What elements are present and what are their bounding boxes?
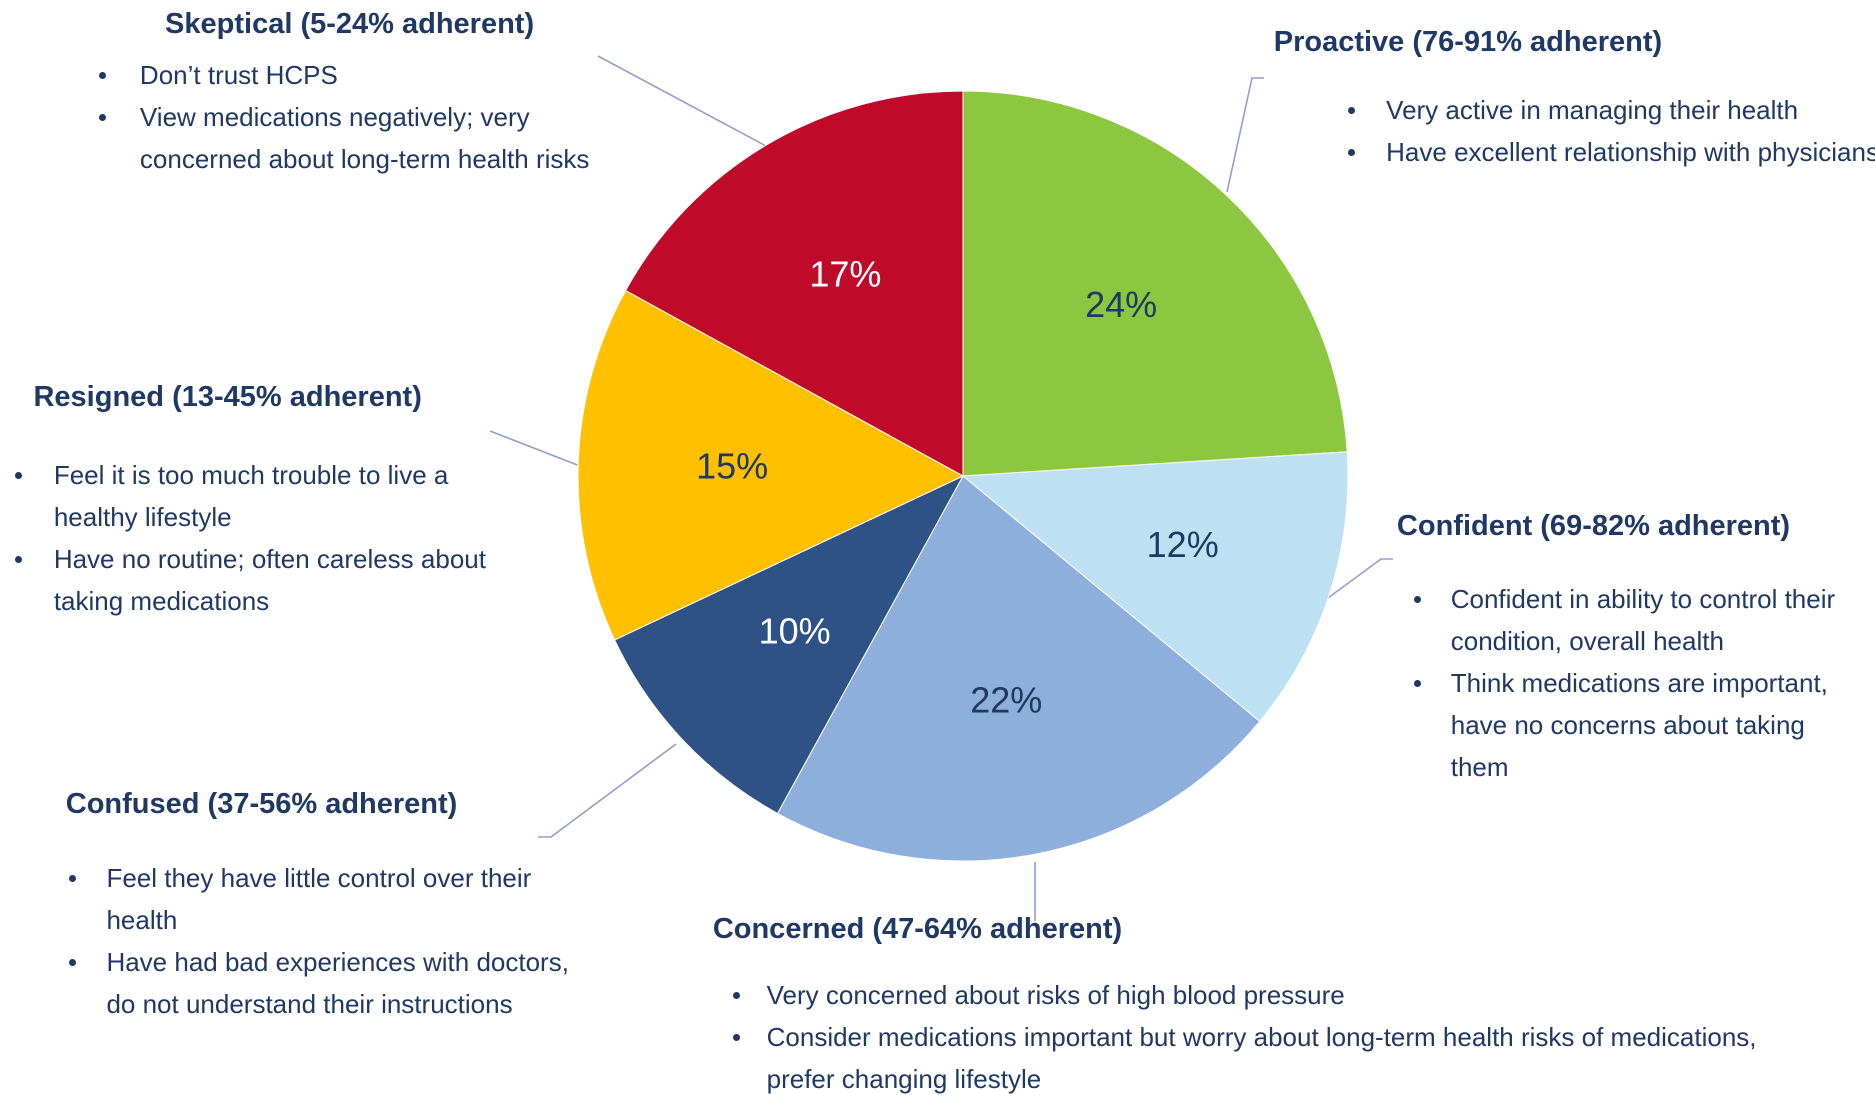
segment-description: Don’t trust HCPS View medications negativ… — [98, 54, 612, 180]
slice-label: 15% — [696, 445, 768, 486]
segment-title: Skeptical (5-24% adherent) — [165, 7, 535, 40]
leader-line — [597, 55, 767, 147]
bullet — [98, 72, 106, 80]
segment-description: Feel they have little control over their… — [68, 857, 578, 1025]
segment-description: Very active in managing their health Have… — [1348, 89, 1875, 173]
leader-line — [489, 430, 581, 467]
segment-description: Very concerned about risks of high blood… — [732, 974, 1831, 1095]
description-item: Feel it is too much trouble to live a he… — [14, 454, 503, 538]
description-text: Feel they have little control over their… — [106, 862, 532, 935]
description-item: Confident in ability to control their co… — [1414, 578, 1864, 662]
description-item: Feel they have little control over their… — [68, 857, 578, 941]
bullet — [732, 1034, 740, 1042]
leader-lines — [489, 55, 1393, 921]
description-text: Don’t trust HCPS — [139, 60, 338, 91]
bullet — [68, 958, 76, 966]
description-text: Confident in ability to control their co… — [1450, 584, 1836, 657]
description-item: Have had bad experiences with doctors, d… — [68, 941, 578, 1025]
segment-description: Feel it is too much trouble to live a he… — [14, 454, 503, 622]
leader-line — [538, 743, 677, 838]
segment-title: Confused (37-56% adherent) — [65, 787, 458, 820]
description-text: Very active in managing their health — [1386, 95, 1799, 126]
bullet — [14, 471, 22, 479]
bullet — [1348, 149, 1356, 157]
bullet — [1414, 680, 1422, 688]
bullet — [98, 114, 106, 122]
description-text: Feel it is too much trouble to live a he… — [53, 459, 449, 532]
bullet — [68, 874, 76, 882]
description-item: View medications negatively; very concer… — [98, 96, 612, 180]
slice-label: 24% — [1085, 284, 1157, 325]
description-item: Have no routine; often careless about ta… — [14, 538, 503, 622]
bullet — [1414, 596, 1422, 604]
description-item: Consider medications important but worry… — [732, 1016, 1831, 1095]
description-text: Think medications are important, have no… — [1450, 668, 1828, 783]
pie-slice — [961, 451, 1349, 723]
description-text: Have excellent relationship with physici… — [1386, 137, 1875, 168]
segment-title: Confident (69-82% adherent) — [1396, 510, 1791, 543]
leader-line — [1226, 77, 1264, 193]
segment-description: Confident in ability to control their co… — [1414, 578, 1864, 788]
pie-slice — [776, 475, 1261, 862]
description-item: Very concerned about risks of high blood… — [732, 974, 1831, 1016]
leader-line — [1327, 558, 1393, 599]
pie-slice — [613, 474, 965, 815]
slice-label: 22% — [970, 679, 1042, 720]
bullet — [732, 992, 740, 1000]
segment-title: Concerned (47-64% adherent) — [712, 913, 1123, 946]
bullet — [1348, 107, 1356, 115]
pie-slice — [624, 90, 964, 477]
slice-label: 17% — [809, 254, 881, 295]
segment-title: Proactive (76-91% adherent) — [1273, 25, 1663, 58]
pie-slice — [577, 289, 965, 641]
description-text: Very concerned about risks of high blood… — [766, 980, 1345, 1011]
slice-label: 10% — [759, 611, 831, 652]
description-text: Consider medications important but worry… — [766, 1022, 1757, 1095]
description-item: Very active in managing their health — [1348, 89, 1875, 131]
description-item: Think medications are important, have no… — [1414, 662, 1864, 788]
bullet — [14, 555, 22, 563]
description-text: View medications negatively; very concer… — [139, 102, 590, 175]
segment-title: Resigned (13-45% adherent) — [33, 381, 422, 414]
description-text: Have no routine; often careless about ta… — [53, 543, 486, 616]
pie-slice — [962, 90, 1348, 477]
description-item: Don’t trust HCPS — [98, 54, 612, 96]
slice-label: 12% — [1147, 524, 1219, 565]
description-item: Have excellent relationship with physici… — [1348, 131, 1875, 173]
description-text: Have had bad experiences with doctors, d… — [106, 946, 569, 1019]
